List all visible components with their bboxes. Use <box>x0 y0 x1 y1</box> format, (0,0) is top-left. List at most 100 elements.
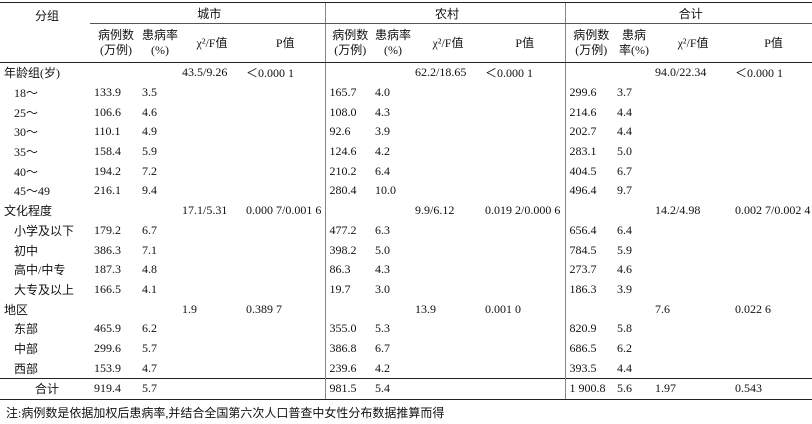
cell: 496.4 <box>564 181 614 201</box>
cell <box>178 161 242 181</box>
cell <box>481 221 565 241</box>
cell: 477.2 <box>324 220 372 241</box>
group-label: 分组 <box>0 2 90 63</box>
cell: 4.3 <box>375 104 391 119</box>
cell: 0.001 0 <box>485 301 522 316</box>
cell <box>564 299 614 319</box>
cell: 43.5/9.26 <box>182 65 228 80</box>
cell <box>138 201 178 221</box>
cell <box>178 83 242 103</box>
cell <box>242 240 325 260</box>
cell <box>731 339 812 359</box>
cell: 186.3 <box>564 279 614 300</box>
cell: 9.4 <box>142 183 157 198</box>
cell <box>371 63 411 83</box>
cell <box>481 319 565 339</box>
cell <box>178 221 242 241</box>
row-label: 18～ <box>14 86 39 101</box>
cell <box>178 319 242 339</box>
cell <box>178 358 242 378</box>
cell: 9.9/6.12 <box>415 203 455 218</box>
cell <box>411 122 481 142</box>
cell: 5.9 <box>617 242 633 257</box>
row-label: 高中/中专 <box>14 263 66 278</box>
cell: 4.0 <box>375 85 391 100</box>
cell <box>178 181 242 201</box>
header-row: 分组 城市 农村 合计 <box>0 2 812 63</box>
cell: 398.2 <box>324 240 372 260</box>
cell <box>481 378 566 400</box>
cell: 5.8 <box>617 321 633 336</box>
column-header: χ²/F值 <box>178 23 242 63</box>
cell: 4.3 <box>375 262 391 277</box>
cell: ＜0.000 1 <box>246 66 295 81</box>
cell <box>731 142 812 162</box>
table-row: 40～ 194.2 7.2 210.2 6.4 404.5 6.7 <box>0 161 812 182</box>
cell: 6.7 <box>617 163 633 178</box>
row-label: 25～ <box>14 105 39 120</box>
cell <box>613 201 651 221</box>
cell: 404.5 <box>564 161 614 182</box>
cell: 6.4 <box>617 222 633 237</box>
cell: 3.9 <box>617 281 633 296</box>
cell: 17.1/5.31 <box>182 203 228 218</box>
cell <box>731 319 812 339</box>
table-row: 高中/中专 187.3 4.8 86.3 4.3 273.7 4.6 <box>0 259 812 280</box>
cell: 4.6 <box>617 262 633 277</box>
cell <box>731 358 812 378</box>
cell: 355.0 <box>324 318 372 339</box>
cell: 5.0 <box>617 144 633 159</box>
cell: 280.4 <box>324 181 372 201</box>
cell: 4.4 <box>617 124 633 139</box>
cell: 92.6 <box>324 122 372 142</box>
cell: 686.5 <box>564 338 614 359</box>
cell: 5.3 <box>375 321 391 336</box>
cell <box>731 260 812 280</box>
cell: 299.6 <box>564 82 614 103</box>
column-header: χ²/F值 <box>411 23 482 63</box>
cell: 393.5 <box>564 358 614 379</box>
cell: 239.6 <box>324 358 372 379</box>
group-header: 合计 <box>564 2 812 24</box>
cell: 214.6 <box>564 102 614 123</box>
table-row: 18～ 133.9 3.5 165.7 4.0 299.6 3.7 <box>0 82 812 103</box>
cell: 4.4 <box>617 104 633 119</box>
cell <box>411 339 481 359</box>
row-label: 年龄组(岁) <box>4 66 60 81</box>
cell: 5.7 <box>142 340 157 355</box>
cell <box>411 142 481 162</box>
cell: 194.2 <box>94 163 121 178</box>
cell: 153.9 <box>94 360 121 375</box>
cell <box>731 83 812 103</box>
cell: 4.1 <box>142 281 157 296</box>
column-header: 病例数(万例) <box>324 23 372 63</box>
row-label: 30～ <box>14 125 39 140</box>
cell <box>178 102 242 122</box>
cell <box>242 221 325 241</box>
subheader-row: 病例数(万例) 患病率(%) χ²/F值 P值 病例数(万例) 患病率(%) χ²/F值 P值… <box>0 23 812 63</box>
cell <box>242 280 325 300</box>
table-row: 大专及以上 166.5 4.1 19.7 3.0 186.3 3.9 <box>0 279 812 300</box>
cell: 7.6 <box>655 301 671 316</box>
cell <box>411 181 481 201</box>
table-row: 西部 153.9 4.7 239.6 4.2 393.5 4.4 <box>0 358 812 379</box>
table-row: 中部 299.6 5.7 386.8 6.7 686.5 6.2 <box>0 338 812 359</box>
cell: 386.8 <box>324 338 372 359</box>
cell: 299.6 <box>94 340 121 355</box>
cell <box>613 63 651 83</box>
cell: ＜0.000 1 <box>485 66 534 81</box>
cell <box>242 319 325 339</box>
cell <box>481 122 565 142</box>
table-row: 初中 386.3 7.1 398.2 5.0 784.5 5.9 <box>0 240 812 260</box>
cell: 5.6 <box>613 378 652 400</box>
cell: 5.0 <box>375 242 391 257</box>
cell: 106.6 <box>94 104 121 119</box>
cell <box>564 62 614 83</box>
cell: 4.2 <box>375 360 391 375</box>
table-row: 30～ 110.1 4.9 92.6 3.9 202.7 4.4 <box>0 122 812 142</box>
cell <box>242 102 325 122</box>
column-header: 病例数(万例) <box>90 23 138 63</box>
cell <box>481 142 565 162</box>
cell: 1.97 <box>651 378 732 400</box>
cell: 6.3 <box>375 222 391 237</box>
